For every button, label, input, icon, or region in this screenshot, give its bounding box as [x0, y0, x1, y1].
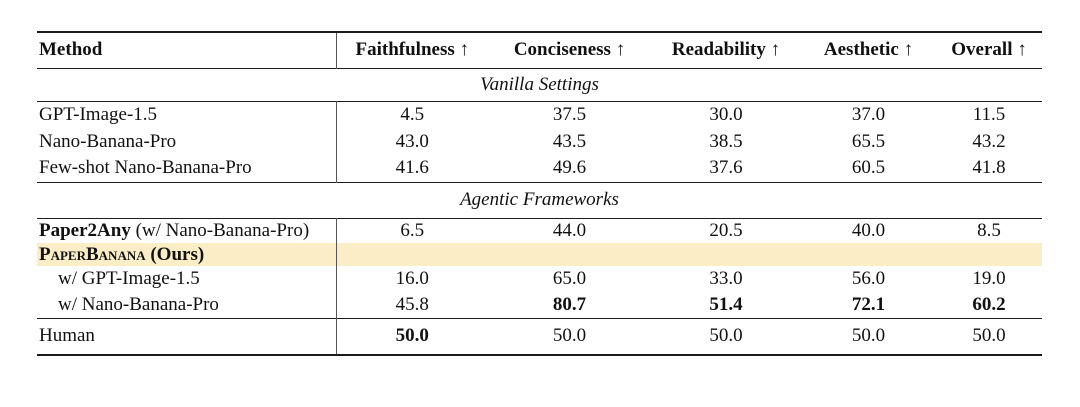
up-arrow-icon: ↑: [770, 39, 781, 61]
value-cell: 60.5: [851, 157, 886, 179]
column-label: Method: [39, 39, 103, 61]
method-name-bold: Paper2Any: [39, 219, 131, 241]
value-cell: 38.5: [709, 130, 743, 152]
value-cell-best: 72.1: [851, 293, 886, 315]
method-cell: PaperBanana (Ours): [37, 243, 336, 266]
value-cell: 65.5: [851, 130, 886, 152]
value-cell: 43.5: [552, 130, 587, 152]
value-cell-best: 50.0: [335, 318, 488, 355]
method-cell: Nano-Banana-Pro: [39, 130, 177, 152]
value-cell: 6.5: [335, 218, 488, 243]
value-cell-empty: [335, 243, 488, 266]
value-cell: 8.5: [977, 219, 1001, 241]
value-cell: 41.8: [972, 157, 1006, 179]
value-cell: 49.6: [552, 157, 587, 179]
table-row-ours-nano-banana-pro: w/ Nano-Banana-Pro 45.8 80.7 51.4 72.1 6…: [37, 292, 1042, 318]
value-cell: 56.0: [851, 268, 886, 289]
column-label: Faithfulness: [355, 39, 455, 61]
method-cell: w/ Nano-Banana-Pro: [58, 293, 219, 315]
section-header-agentic-frameworks: Agentic Frameworks: [37, 182, 1042, 218]
results-table: Method Faithfulness ↑ Conciseness ↑ Read…: [37, 31, 1042, 356]
method-cell: Few-shot Nano-Banana-Pro: [39, 157, 252, 179]
section-header-vanilla-settings: Vanilla Settings: [37, 68, 1042, 101]
value-cell: 19.0: [972, 268, 1006, 289]
column-header-overall: Overall ↑: [936, 32, 1042, 68]
table-row-paperbanana-ours-highlighted: PaperBanana (Ours): [37, 243, 1042, 266]
value-cell: 65.0: [552, 268, 587, 289]
value-cell: 37.5: [552, 103, 587, 125]
value-cell-best: 60.2: [972, 293, 1006, 315]
column-label: Overall: [951, 39, 1013, 61]
value-cell-empty: [936, 243, 1042, 266]
method-name-smallcaps: PaperBanana: [39, 243, 146, 265]
method-cell: Paper2Any (w/ Nano-Banana-Pro): [37, 218, 336, 243]
column-header-readability: Readability ↑: [651, 32, 801, 68]
table-row-fewshot-nano-banana-pro: Few-shot Nano-Banana-Pro 41.6 49.6 37.6 …: [37, 155, 1042, 182]
table-row-ours-gpt-image: w/ GPT-Image-1.5 16.0 65.0 33.0 56.0 19.…: [37, 266, 1042, 292]
value-cell: 50.0: [709, 325, 743, 347]
column-label: Readability: [671, 39, 766, 61]
value-cell-empty: [801, 243, 936, 266]
value-cell: 20.5: [709, 219, 743, 241]
method-name-rest: (Ours): [145, 243, 205, 265]
up-arrow-icon: ↑: [903, 39, 914, 61]
method-cell: Human: [39, 325, 95, 347]
column-header-method: Method: [37, 32, 336, 68]
method-cell: GPT-Image-1.5: [39, 103, 158, 125]
table-row-nano-banana-pro: Nano-Banana-Pro 43.0 43.5 38.5 65.5 43.2: [37, 128, 1042, 155]
value-cell: 4.5: [335, 101, 488, 128]
value-cell: 33.0: [709, 268, 743, 289]
column-label: Aesthetic: [823, 39, 899, 61]
method-name-rest: (w/ Nano-Banana-Pro): [130, 219, 310, 241]
value-cell: 40.0: [851, 219, 886, 241]
value-cell-best: 80.7: [552, 293, 587, 315]
value-cell: 43.2: [972, 130, 1006, 152]
table-row-gpt-image: GPT-Image-1.5 4.5 37.5 30.0 37.0 11.5: [37, 101, 1042, 128]
value-cell: 45.8: [335, 292, 488, 318]
value-cell: 43.0: [335, 128, 488, 155]
value-cell: 16.0: [335, 266, 488, 292]
value-cell: 41.6: [335, 155, 488, 182]
table-row-paper2any: Paper2Any (w/ Nano-Banana-Pro) 6.5 44.0 …: [37, 218, 1042, 243]
value-cell: 50.0: [972, 325, 1006, 347]
value-cell: 30.0: [709, 103, 743, 125]
value-cell: 37.0: [851, 103, 886, 125]
up-arrow-icon: ↑: [615, 39, 626, 61]
value-cell: 44.0: [552, 219, 587, 241]
section-title: Agentic Frameworks: [460, 189, 619, 210]
column-header-faithfulness: Faithfulness ↑: [335, 32, 488, 68]
value-cell: 50.0: [552, 325, 587, 347]
results-table-container: Method Faithfulness ↑ Conciseness ↑ Read…: [37, 31, 1042, 356]
column-header-conciseness: Conciseness ↑: [488, 32, 651, 68]
value-cell-empty: [488, 243, 651, 266]
value-cell-empty: [651, 243, 801, 266]
value-cell: 11.5: [972, 103, 1006, 125]
method-cell: w/ GPT-Image-1.5: [58, 268, 200, 289]
value-cell: 50.0: [851, 325, 886, 347]
column-label: Conciseness: [513, 39, 611, 61]
section-title: Vanilla Settings: [480, 73, 599, 95]
value-cell: 37.6: [709, 157, 743, 179]
table-header-row: Method Faithfulness ↑ Conciseness ↑ Read…: [37, 32, 1042, 68]
value-cell-best: 51.4: [709, 293, 743, 315]
column-header-aesthetic: Aesthetic ↑: [801, 32, 936, 68]
up-arrow-icon: ↑: [1017, 39, 1027, 61]
up-arrow-icon: ↑: [459, 39, 470, 61]
table-row-human: Human 50.0 50.0 50.0 50.0 50.0: [37, 318, 1042, 355]
